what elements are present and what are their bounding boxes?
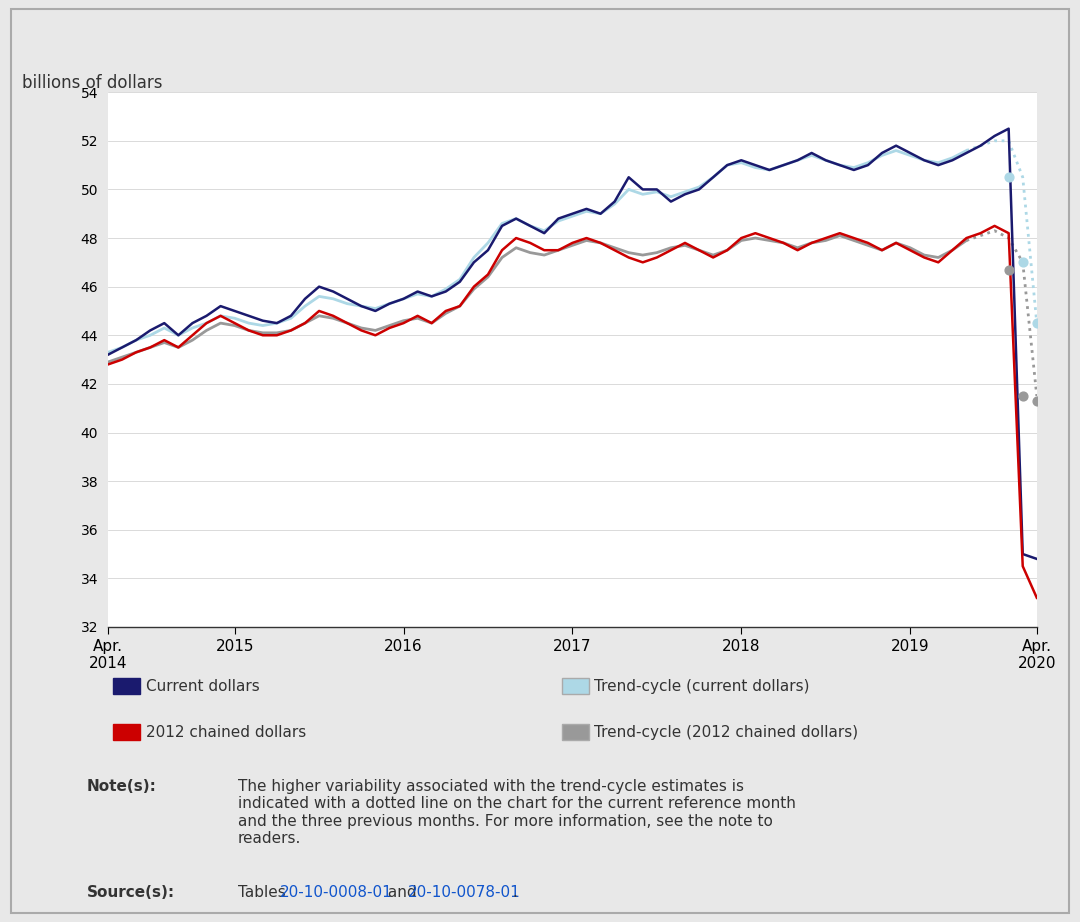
Text: 20-10-0078-01: 20-10-0078-01 [408, 885, 521, 900]
Text: Source(s):: Source(s): [86, 885, 175, 900]
Text: Trend-cycle (2012 chained dollars): Trend-cycle (2012 chained dollars) [594, 726, 859, 740]
Text: Trend-cycle (current dollars): Trend-cycle (current dollars) [594, 680, 810, 694]
Text: and: and [383, 885, 422, 900]
Text: 2012 chained dollars: 2012 chained dollars [146, 726, 306, 740]
Point [1000, 170, 1017, 184]
Point [1028, 315, 1045, 330]
Text: 20-10-0008-01: 20-10-0008-01 [280, 885, 392, 900]
Text: Note(s):: Note(s): [86, 779, 157, 794]
Text: Current dollars: Current dollars [146, 680, 259, 694]
Point [1014, 389, 1031, 404]
Text: billions of dollars: billions of dollars [22, 74, 162, 92]
Point [1014, 255, 1031, 270]
Point [1028, 394, 1045, 408]
Text: The higher variability associated with the trend-cycle estimates is
indicated wi: The higher variability associated with t… [238, 779, 796, 846]
Point [1000, 262, 1017, 277]
Text: .: . [512, 885, 517, 900]
Text: Tables: Tables [238, 885, 291, 900]
